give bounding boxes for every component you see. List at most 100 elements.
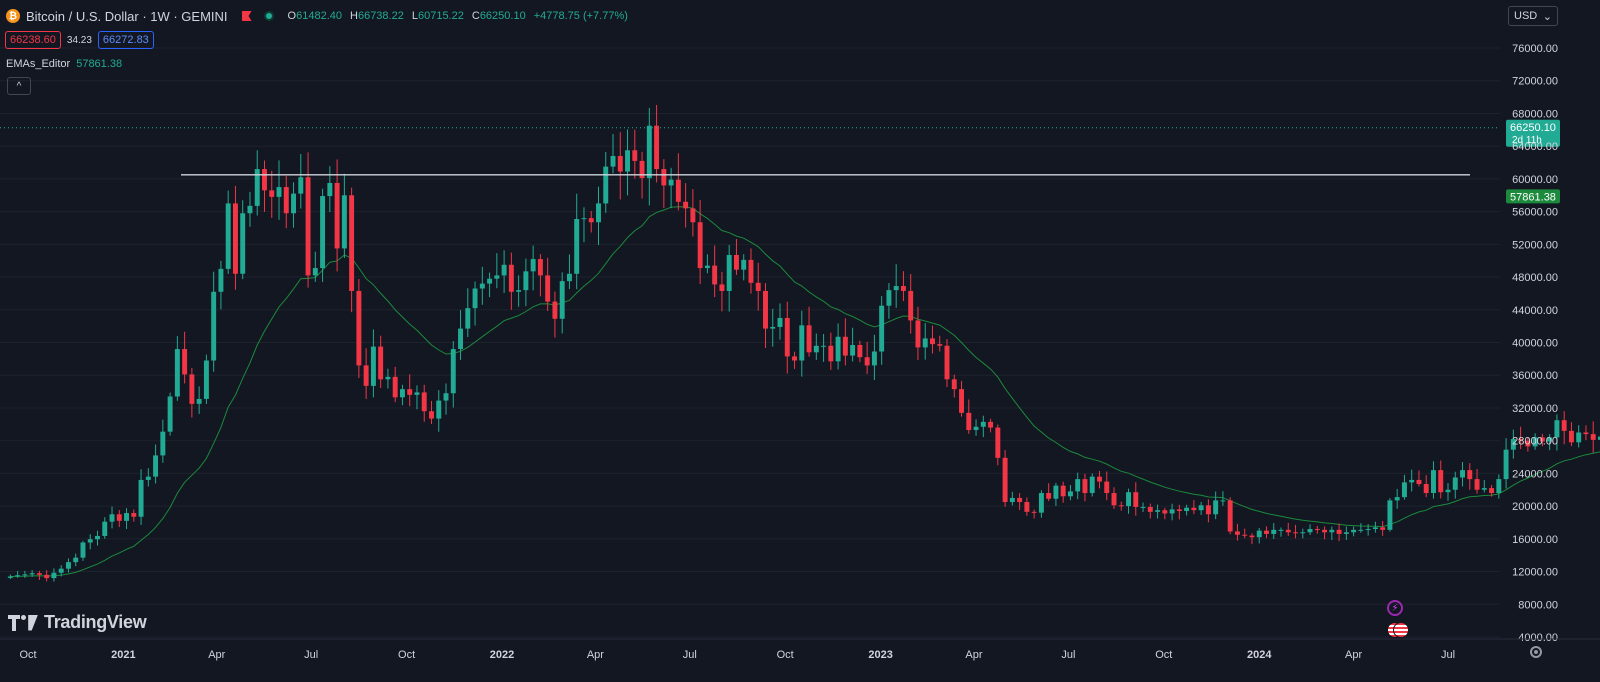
buy-price-button[interactable]: 66272.83: [97, 31, 154, 49]
price-tick-label: 72000.00: [1512, 76, 1558, 88]
candle: [1489, 485, 1495, 497]
sell-price-button[interactable]: 66238.60: [5, 31, 61, 49]
candle-body: [472, 288, 478, 309]
candle-body: [1046, 493, 1052, 499]
candle: [995, 424, 1001, 466]
candle-body: [1503, 449, 1509, 480]
candle: [1147, 503, 1153, 519]
price-tick-label: 28000.00: [1512, 436, 1558, 448]
price-tick-label: 32000.00: [1512, 403, 1558, 415]
candle: [269, 170, 275, 218]
candle-body: [1067, 491, 1073, 497]
indicator-legend[interactable]: EMAs_Editor 57861.38: [6, 58, 122, 70]
candle-body: [1097, 476, 1102, 482]
candle-body: [196, 398, 202, 404]
candle-body: [494, 275, 500, 279]
candle: [857, 340, 863, 363]
candle: [1351, 526, 1357, 537]
time-tick-label: Jul: [683, 649, 697, 661]
candle-body: [327, 182, 333, 197]
candle-body: [51, 572, 57, 579]
candle: [363, 348, 369, 399]
candle-body: [1460, 470, 1465, 478]
candle-body: [232, 203, 238, 274]
candle-body: [690, 208, 696, 223]
candle: [1474, 469, 1480, 494]
candle-body: [915, 320, 921, 348]
currency-select[interactable]: USD ⌄: [1508, 6, 1558, 26]
candle-body: [683, 201, 689, 209]
candle: [283, 175, 289, 229]
candle-body: [1242, 534, 1248, 536]
last-price-label: 66250.10: [1510, 122, 1556, 134]
candle: [893, 264, 899, 308]
candle: [1097, 471, 1102, 489]
candle: [494, 253, 500, 289]
candle: [1111, 487, 1117, 509]
us-flag-events-icon[interactable]: [1387, 622, 1411, 638]
candle: [407, 374, 413, 407]
logo-text: TradingView: [44, 612, 147, 632]
candle-body: [116, 514, 122, 521]
candle-body: [748, 259, 754, 283]
indicator-value: 57861.38: [76, 58, 123, 70]
candle-body: [145, 476, 151, 480]
candle-body: [1140, 506, 1146, 508]
candle-body: [341, 195, 347, 249]
candle: [748, 248, 754, 294]
symbol-header[interactable]: ₿ Bitcoin / U.S. Dollar · 1W · GEMINI O6…: [6, 6, 628, 26]
candle-body: [167, 396, 173, 432]
candle: [1002, 450, 1008, 507]
candle-body: [1104, 481, 1110, 494]
candle: [1510, 429, 1516, 459]
bar-countdown-label: 2d 11h: [1512, 135, 1542, 146]
candle-body: [857, 344, 863, 358]
candle-body: [1184, 507, 1190, 512]
candle: [530, 245, 536, 291]
candle: [879, 296, 885, 365]
candle-body: [1271, 529, 1277, 534]
candle-body: [1176, 509, 1182, 512]
candle: [429, 400, 434, 424]
price-axis[interactable]: 76000.00 72000.00 68000.00 64000.00 60000.00…: [1512, 43, 1558, 644]
candle: [944, 339, 950, 387]
candle-body: [937, 344, 943, 346]
candle-body: [73, 557, 79, 563]
candle-body: [211, 291, 217, 361]
candle-body: [160, 431, 166, 456]
candle-body: [95, 535, 100, 540]
candle: [545, 257, 551, 312]
candle-body: [842, 336, 848, 356]
candle: [1038, 490, 1044, 518]
collapse-legend-button[interactable]: ^: [7, 77, 31, 95]
candle-body: [1038, 493, 1044, 513]
time-axis[interactable]: Oct 2021 Apr Jul Oct 2022 Apr Jul Oct 2023 Apr Jul O…: [0, 638, 1600, 661]
spread-value: 34.23: [66, 34, 92, 46]
symbol-title[interactable]: Bitcoin / U.S. Dollar · 1W · GEMINI: [26, 8, 228, 24]
candle: [1547, 434, 1553, 451]
candle-body: [1539, 437, 1545, 442]
market-status-icon[interactable]: [263, 11, 274, 21]
candle: [566, 254, 572, 290]
candle: [980, 415, 986, 438]
gear-icon[interactable]: [1530, 646, 1542, 658]
time-tick-label: Oct: [19, 649, 36, 661]
candle: [516, 275, 522, 307]
time-tick-label: Oct: [777, 649, 794, 661]
candle-body: [1256, 530, 1262, 538]
candle: [1234, 523, 1240, 541]
tradingview-logo[interactable]: TradingView: [8, 612, 147, 633]
candle-body: [1264, 530, 1269, 534]
candle: [864, 341, 870, 374]
candle: [806, 306, 812, 357]
candle: [370, 329, 376, 398]
candle-body: [269, 190, 275, 197]
candle: [1089, 473, 1095, 497]
lightning-icon[interactable]: ⚡: [1387, 600, 1403, 616]
candle: [276, 160, 282, 220]
candle: [1046, 483, 1052, 502]
time-tick-label: Apr: [587, 649, 604, 661]
time-tick-label: 2021: [111, 649, 135, 661]
flag-icon[interactable]: [241, 11, 252, 21]
